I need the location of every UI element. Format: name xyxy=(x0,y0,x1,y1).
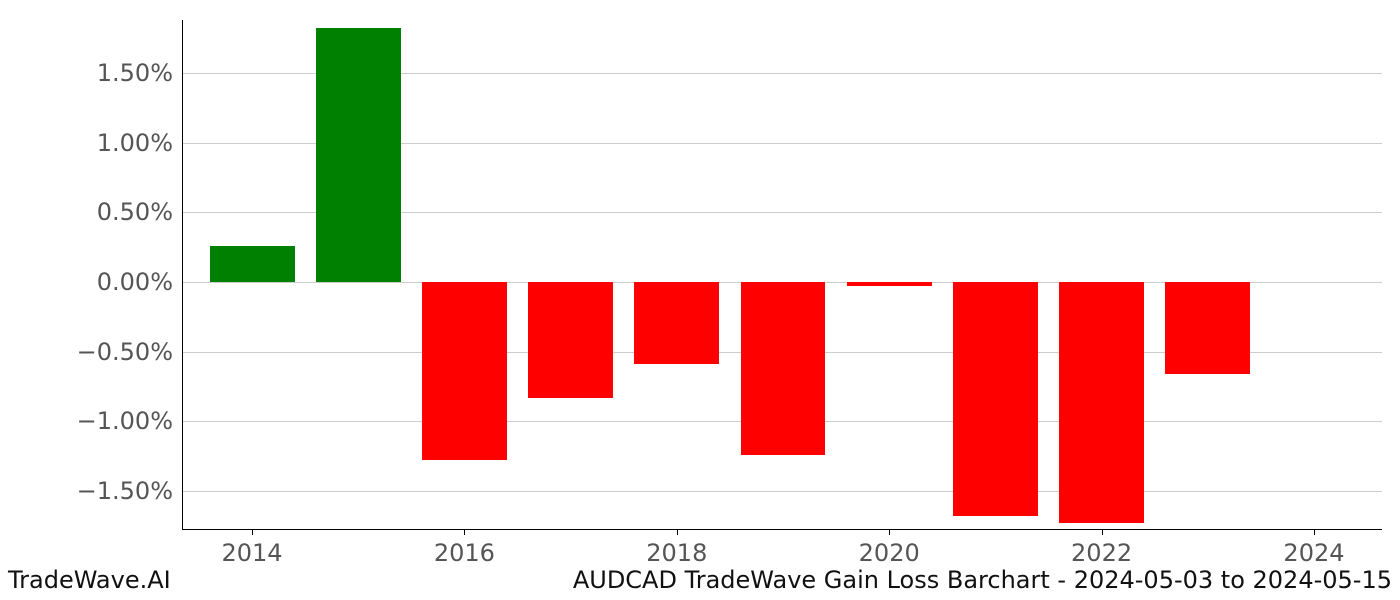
bar xyxy=(741,282,826,455)
footer-right-text: AUDCAD TradeWave Gain Loss Barchart - 20… xyxy=(573,566,1392,594)
y-tick-label: 0.00% xyxy=(97,268,183,296)
x-tick-label: 2018 xyxy=(646,529,707,567)
bar xyxy=(528,282,613,398)
y-tick-label: −0.50% xyxy=(77,338,183,366)
bar xyxy=(1165,282,1250,374)
bar xyxy=(422,282,507,460)
bar xyxy=(210,246,295,282)
x-tick-label: 2020 xyxy=(859,529,920,567)
y-tick-label: −1.50% xyxy=(77,477,183,505)
bar xyxy=(847,282,932,286)
footer-left-text: TradeWave.AI xyxy=(8,566,171,594)
figure: −1.50% −1.00% −0.50% 0.00% 0.50% 1.00% 1.50% 20… xyxy=(0,0,1400,600)
y-tick-label: 1.00% xyxy=(97,129,183,157)
y-tick-label: 0.50% xyxy=(97,198,183,226)
bar xyxy=(634,282,719,364)
x-tick-label: 2016 xyxy=(434,529,495,567)
y-tick-label: −1.00% xyxy=(77,407,183,435)
bar xyxy=(316,28,401,282)
gridline xyxy=(183,491,1382,492)
bar xyxy=(953,282,1038,516)
y-tick-label: 1.50% xyxy=(97,59,183,87)
x-tick-label: 2022 xyxy=(1071,529,1132,567)
x-tick-label: 2024 xyxy=(1283,529,1344,567)
bar xyxy=(1059,282,1144,523)
plot-area: −1.50%−1.00%−0.50%0.00%0.50%1.00%1.50%20… xyxy=(182,20,1382,530)
x-tick-label: 2014 xyxy=(221,529,282,567)
